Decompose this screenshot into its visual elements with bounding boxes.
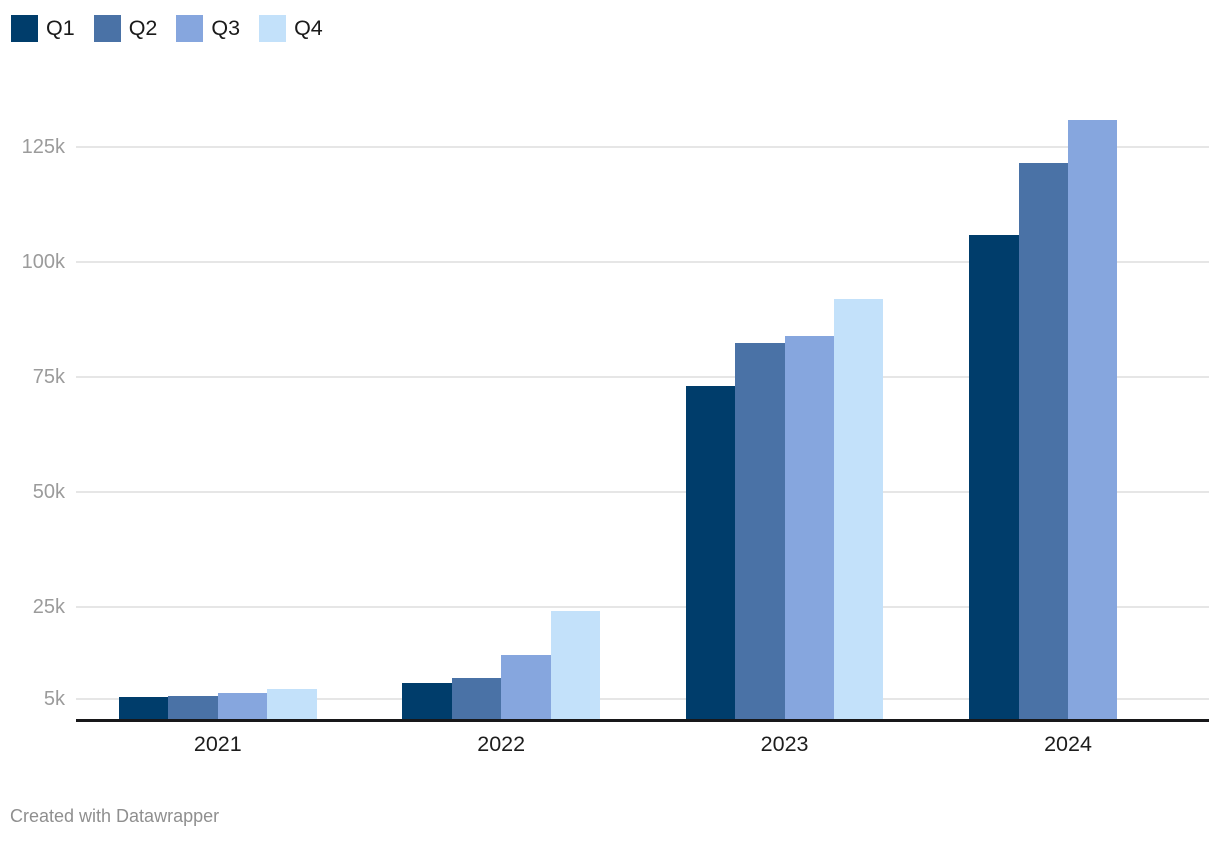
gridline-125k: [76, 146, 1209, 149]
attribution: Created with Datawrapper: [10, 806, 220, 826]
legend-swatch-q3: [176, 15, 204, 42]
bar-2023-q1: [685, 386, 736, 721]
bar-2023-q2: [735, 342, 785, 721]
bar-2024-q1: [969, 234, 1019, 721]
gridline-75k: [76, 376, 1209, 379]
bar-2023-q3: [784, 335, 834, 721]
y-tick-label-75k: 75k: [32, 366, 65, 389]
legend-label-q2: Q2: [128, 16, 158, 40]
gridline-5k: [76, 697, 1209, 700]
gridline-25k: [76, 605, 1209, 608]
bar-2022-q4: [550, 610, 600, 721]
y-tick-label-100k: 100k: [21, 251, 65, 274]
bar-2022-q1: [402, 682, 452, 721]
bar-2024-q2: [1018, 163, 1068, 721]
x-tick-label-2024: 2024: [1044, 732, 1092, 756]
legend: Q1 Q2 Q3 Q4: [11, 15, 323, 42]
y-tick-label-5k: 5k: [43, 687, 65, 710]
bar-2024-q3: [1068, 119, 1118, 721]
legend-item-q1: Q1: [11, 15, 75, 42]
x-tick-label-2022: 2022: [477, 732, 526, 756]
legend-swatch-q1: [11, 15, 38, 42]
legend-label-q3: Q3: [211, 16, 241, 40]
y-tick-label-50k: 50k: [32, 480, 65, 503]
legend-label-q4: Q4: [294, 16, 323, 40]
bar-2022-q2: [451, 677, 502, 721]
y-tick-label-25k: 25k: [32, 595, 65, 618]
bar-2021-q4: [267, 688, 317, 721]
bar-2022-q3: [501, 654, 551, 721]
legend-item-q3: Q3: [176, 15, 240, 42]
x-axis-line: [76, 719, 1209, 722]
x-tick-label-2021: 2021: [193, 732, 242, 756]
legend-swatch-q4: [259, 15, 287, 42]
legend-label-q1: Q1: [46, 16, 75, 40]
gridline-50k: [76, 490, 1209, 493]
bar-2021-q2: [168, 696, 218, 721]
bar-2021-q3: [217, 693, 268, 721]
legend-swatch-q2: [93, 15, 121, 42]
x-tick-label-2023: 2023: [760, 732, 809, 756]
bar-2021-q1: [119, 696, 169, 721]
legend-item-q4: Q4: [259, 15, 323, 42]
y-tick-label-125k: 125k: [21, 136, 65, 159]
gridline-100k: [76, 261, 1209, 264]
legend-item-q2: Q2: [93, 15, 158, 42]
bar-2023-q4: [834, 298, 884, 721]
